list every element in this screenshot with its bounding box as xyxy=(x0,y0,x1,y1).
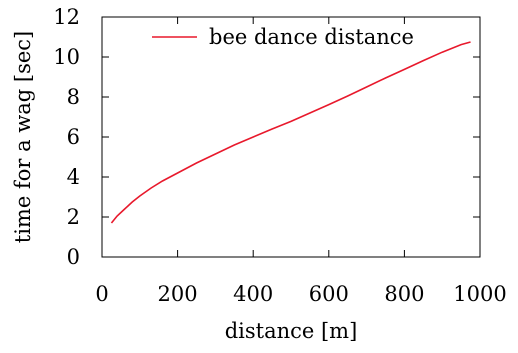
x-tick-label: 1000 xyxy=(453,282,506,306)
x-tick-label: 200 xyxy=(158,282,198,306)
x-tick-label: 800 xyxy=(384,282,424,306)
y-tick-label: 0 xyxy=(67,245,80,269)
x-axis-ticks: 0 200 400 600 800 1000 xyxy=(95,17,507,306)
y-axis-ticks: 0 2 4 6 8 10 12 xyxy=(53,5,480,269)
y-tick-label: 4 xyxy=(67,165,80,189)
y-tick-label: 6 xyxy=(67,125,80,149)
y-tick-label: 8 xyxy=(67,85,80,109)
x-axis-label: distance [m] xyxy=(225,319,358,343)
legend-label: bee dance distance xyxy=(209,25,414,49)
series-line xyxy=(110,41,471,224)
y-tick-label: 2 xyxy=(67,205,80,229)
plot-frame xyxy=(101,16,481,258)
legend: bee dance distance xyxy=(152,25,414,49)
x-tick-label: 600 xyxy=(309,282,349,306)
y-tick-label: 10 xyxy=(53,45,80,69)
x-tick-label: 400 xyxy=(233,282,273,306)
series-layer xyxy=(110,41,471,224)
y-tick-label: 12 xyxy=(53,5,80,29)
x-tick-label: 0 xyxy=(95,282,108,306)
y-axis-label: time for a wag [sec] xyxy=(11,31,35,243)
